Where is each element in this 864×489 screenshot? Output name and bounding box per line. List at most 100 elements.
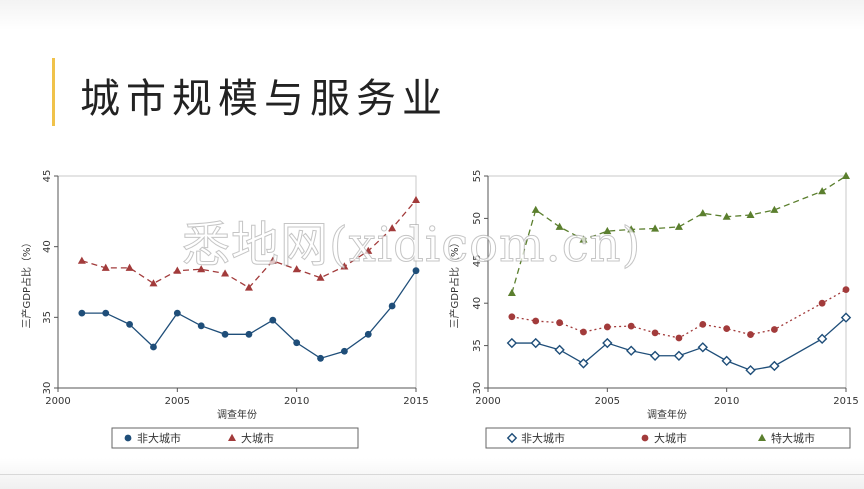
chart2-legend-marker [758, 433, 766, 441]
chart1-data-point [102, 309, 110, 317]
chart1-x-tick-label: 2000 [45, 396, 70, 407]
chart1-x-tick-label: 2005 [165, 396, 190, 407]
chart2-series-line-1 [511, 317, 847, 371]
chart1-data-point [292, 265, 301, 273]
chart2-data-point [508, 313, 516, 321]
chart1-legend-marker [228, 433, 236, 441]
chart1-data-point [340, 262, 349, 270]
chart1-data-point [268, 256, 277, 264]
chart2-data-point [721, 355, 732, 367]
chart1-y-tick-label: 35 [42, 311, 53, 324]
chart1-data-point [150, 343, 157, 351]
watermark: 悉地网(xidicom.cn) [181, 217, 642, 274]
slide-title: 城市规模与服务业 [80, 76, 448, 122]
chart1-y-tick-label: 30 [42, 382, 53, 395]
chart2-data-point [673, 350, 685, 361]
chart2-data-point [816, 333, 828, 345]
chart2-x-tick-label: 2010 [714, 396, 739, 407]
chart2-data-point [699, 321, 707, 328]
chart1-data-point [341, 347, 348, 355]
chart1-data-point [364, 246, 373, 254]
chart1-data-point [221, 269, 230, 277]
chart2-data-point [818, 187, 827, 195]
chart2-data-point [722, 212, 731, 220]
chart2-data-point [771, 326, 778, 333]
chart1-data-point [388, 224, 397, 232]
chart1-x-tick-label: 2015 [403, 396, 428, 407]
chart1-legend-marker [124, 434, 132, 442]
chart1-data-point [269, 316, 277, 324]
chart1-data-point [316, 273, 325, 281]
chart1-legend-label: 非大城市 [137, 431, 181, 445]
chart2-legend-label: 非大城市 [521, 431, 565, 445]
chart1-data-point [149, 279, 158, 287]
chart2-data-point [626, 345, 637, 356]
chart1-data-point [173, 266, 182, 274]
chart2-data-point [602, 337, 613, 349]
chart2-y-tick-label: 55 [472, 170, 483, 183]
chart1-data-point [126, 321, 133, 328]
chart2-data-point [770, 205, 779, 213]
chart2-data-point [627, 322, 635, 330]
chart2-data-point [531, 205, 540, 213]
chart2-x-tick-label: 2000 [475, 396, 500, 407]
chart1-data-point [412, 267, 420, 275]
chart2-data-point [675, 334, 683, 342]
chart1-data-point [293, 339, 301, 347]
chart2-data-point [627, 225, 636, 233]
chart1-data-point [101, 263, 110, 271]
chart2-legend-box [485, 427, 851, 449]
chart1-data-point [317, 354, 324, 362]
chart1-data-point [364, 330, 372, 338]
chart2-data-point [555, 222, 564, 230]
chart2-data-point [578, 358, 589, 369]
slide-bottom-rule [0, 474, 864, 475]
chart1-y-tick-label: 45 [42, 170, 53, 183]
chart2-y-tick-label: 30 [472, 382, 483, 395]
chart2-data-point [745, 365, 756, 376]
chart1-data-point [244, 283, 253, 291]
chart2-x-tick-label: 2015 [833, 396, 858, 407]
chart2-data-point [697, 342, 708, 353]
chart2-data-point [556, 319, 563, 327]
chart2-data-point [530, 337, 541, 349]
chart1-legend-label: 大城市 [241, 431, 274, 445]
chart1-data-point [77, 256, 86, 264]
chart1-data-point [197, 265, 206, 273]
title-accent-bar [52, 58, 55, 126]
chart2-data-point [840, 312, 852, 323]
chart2-data-point [532, 317, 540, 325]
chart2-y-tick-label: 50 [472, 212, 483, 225]
chart2-y-tick-label: 35 [472, 339, 483, 352]
chart2-data-point [507, 288, 516, 297]
chart1-data-point [388, 302, 396, 310]
chart2-data-point [506, 337, 518, 349]
chart1-data-point [125, 263, 134, 271]
chart1-legend-box [111, 427, 359, 449]
chart2-data-point [651, 224, 660, 232]
chart2-data-point [746, 210, 755, 219]
chart1-data-point [78, 309, 86, 317]
chart1-y-tick-label: 40 [42, 240, 53, 253]
chart2-data-point [651, 329, 659, 337]
chart2-data-point [769, 360, 780, 372]
chart2-legend-label: 特大城市 [771, 431, 815, 445]
chart1-x-axis-label: 调查年份 [217, 408, 257, 421]
chart2-data-point [674, 222, 683, 230]
chart1-data-point [221, 330, 229, 338]
chart2-series-line-3 [511, 175, 847, 294]
chart2-legend-marker [641, 434, 649, 442]
chart2-legend-label: 大城市 [654, 431, 687, 445]
chart2-data-point [842, 286, 850, 294]
chart2-y-axis-label: 三产GDP占比（%） [448, 238, 461, 329]
chart1-data-point [245, 330, 253, 338]
chart1-x-tick-label: 2010 [284, 396, 309, 407]
chart1-y-axis-label: 三产GDP占比（%） [20, 238, 33, 329]
chart1-data-point [412, 195, 420, 204]
chart2-data-point [842, 171, 850, 179]
chart2-y-tick-label: 40 [472, 297, 483, 310]
chart2-data-point [579, 235, 588, 243]
chart2-data-point [747, 331, 754, 338]
